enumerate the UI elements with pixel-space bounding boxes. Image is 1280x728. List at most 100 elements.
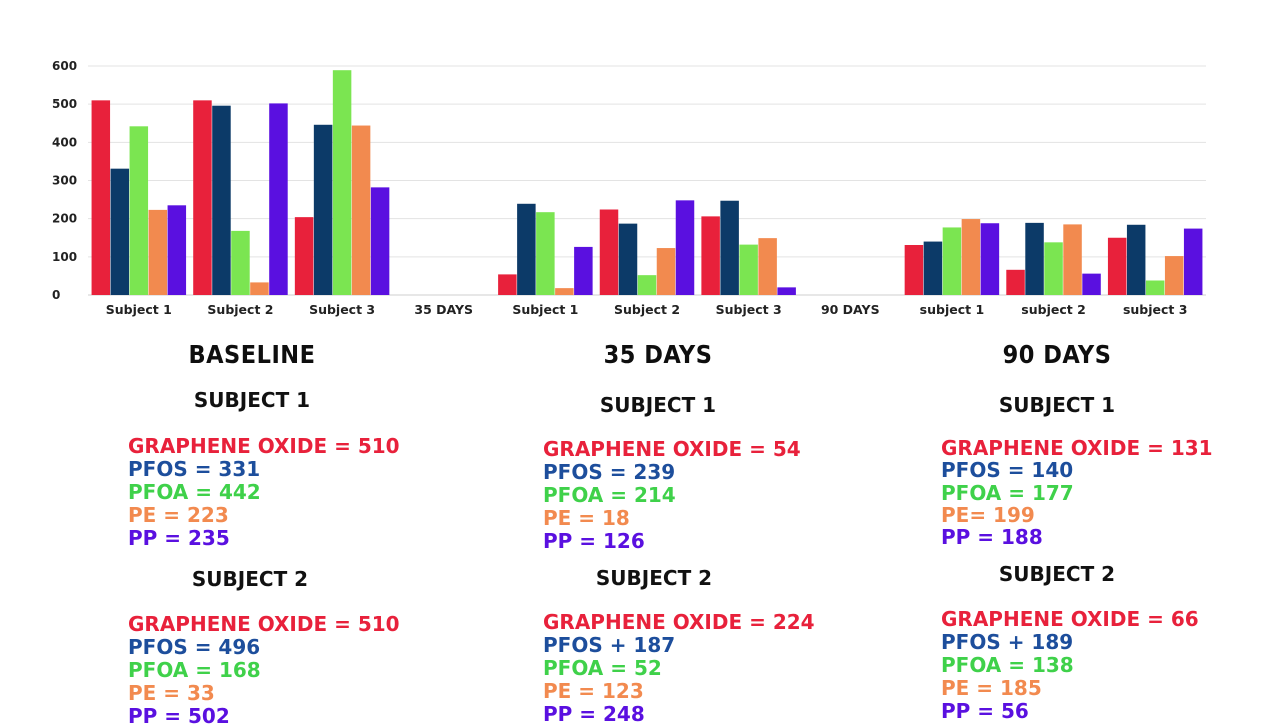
- pfoa-value: PFOA = 442: [128, 480, 261, 504]
- bar: [250, 282, 269, 295]
- x-tick-label: subject 3: [1123, 302, 1187, 317]
- subject-1-title: SUBJECT 1: [193, 388, 311, 412]
- pfoa-value: PFOA = 214: [543, 483, 676, 507]
- x-tick-label: Subject 3: [716, 302, 782, 317]
- bar-chart: 0 100 200 300 400 500 600 Subject 1 Subject 2 Sub…: [52, 59, 1206, 317]
- graphene-oxide-value: GRAPHENE OXIDE = 66: [941, 607, 1199, 631]
- section-title: BASELINE: [188, 340, 316, 369]
- pe-value: PE = 33: [128, 681, 215, 705]
- bar: [231, 230, 250, 295]
- bar: [1044, 242, 1063, 295]
- bar: [1126, 224, 1146, 295]
- bar: [1145, 280, 1165, 295]
- section-title: 35 DAYS: [603, 340, 713, 369]
- x-tick-label: subject 1: [920, 302, 984, 317]
- subject-2-title: SUBJECT 2: [191, 567, 309, 591]
- bar: [370, 187, 390, 295]
- x-tick-label: Subject 1: [106, 302, 172, 317]
- pe-value: PE = 223: [128, 503, 229, 527]
- bar: [637, 275, 657, 295]
- pp-value: PP = 248: [543, 702, 645, 726]
- bar: [739, 244, 758, 295]
- bar: [269, 103, 288, 295]
- section-title: 90 DAYS: [1002, 340, 1112, 369]
- bar: [1164, 256, 1184, 295]
- pfos-value: PFOS = 239: [543, 460, 676, 484]
- bar: [555, 288, 574, 295]
- bar: [167, 205, 187, 295]
- graphene-oxide-value: GRAPHENE OXIDE = 131: [941, 436, 1213, 460]
- pfoa-value: PFOA = 168: [128, 658, 261, 682]
- y-tick-label: 500: [52, 97, 77, 111]
- x-tick-label: Subject 2: [207, 302, 273, 317]
- pp-value: PP = 188: [941, 525, 1043, 549]
- bar: [148, 209, 168, 295]
- pp-value: PP = 502: [128, 704, 230, 728]
- bar: [517, 203, 536, 295]
- bar: [1183, 228, 1203, 295]
- bar: [110, 168, 130, 295]
- graphene-oxide-value: GRAPHENE OXIDE = 224: [543, 610, 815, 634]
- bar: [498, 274, 517, 295]
- bar: [1025, 222, 1044, 295]
- graphene-oxide-value: GRAPHENE OXIDE = 510: [128, 434, 400, 458]
- bar: [961, 219, 981, 295]
- x-tick-label: Subject 2: [614, 302, 680, 317]
- bar: [129, 126, 149, 295]
- x-tick-label: 35 DAYS: [414, 302, 473, 317]
- bar: [980, 223, 1000, 295]
- pe-value: PE = 18: [543, 506, 630, 530]
- pfos-value: PFOS = 331: [128, 457, 261, 481]
- bar: [758, 238, 777, 295]
- pe-value: PE = 185: [941, 676, 1042, 700]
- x-tick-label: 90 DAYS: [821, 302, 880, 317]
- pfoa-value: PFOA = 52: [543, 656, 662, 680]
- pe-value: PE = 123: [543, 679, 644, 703]
- bar: [294, 217, 314, 295]
- bar: [193, 100, 212, 295]
- graphene-oxide-value: GRAPHENE OXIDE = 54: [543, 437, 801, 461]
- bar: [574, 246, 593, 295]
- x-tick-label: Subject 3: [309, 302, 375, 317]
- graphene-oxide-value: GRAPHENE OXIDE = 510: [128, 612, 400, 636]
- bar: [923, 241, 943, 295]
- bar: [777, 287, 796, 295]
- pfos-value: PFOS + 187: [543, 633, 676, 657]
- subject-1-title: SUBJECT 1: [599, 393, 717, 417]
- y-tick-label: 200: [52, 212, 77, 226]
- pp-value: PP = 126: [543, 529, 645, 553]
- bar: [675, 200, 695, 295]
- x-tick-label: Subject 1: [512, 302, 578, 317]
- subject-2-title: SUBJECT 2: [998, 562, 1116, 586]
- pfos-value: PFOS = 496: [128, 635, 261, 659]
- y-tick-label: 300: [52, 174, 77, 188]
- bar: [536, 212, 555, 295]
- bar: [942, 227, 962, 295]
- bar: [332, 70, 352, 295]
- pfoa-value: PFOA = 177: [941, 481, 1074, 505]
- pfos-value: PFOS + 189: [941, 630, 1074, 654]
- subject-2-title: SUBJECT 2: [595, 566, 713, 590]
- bar: [618, 223, 638, 295]
- bar: [212, 105, 231, 296]
- y-tick-label: 0: [52, 288, 60, 302]
- bar: [720, 200, 739, 295]
- subject-1-title: SUBJECT 1: [998, 393, 1116, 417]
- pfos-value: PFOS = 140: [941, 458, 1074, 482]
- bar: [1107, 237, 1127, 295]
- bar: [701, 216, 720, 295]
- bar: [599, 209, 619, 295]
- pe-value: PE= 199: [941, 503, 1035, 527]
- bar: [313, 124, 333, 295]
- bar: [91, 100, 111, 295]
- x-tick-label: subject 2: [1021, 302, 1085, 317]
- bar: [656, 248, 676, 295]
- bar: [1063, 224, 1082, 295]
- y-tick-label: 100: [52, 250, 77, 264]
- bar: [1082, 273, 1101, 295]
- bar: [1006, 269, 1025, 295]
- pfoa-value: PFOA = 138: [941, 653, 1074, 677]
- y-tick-label: 400: [52, 135, 77, 149]
- bar: [351, 125, 371, 295]
- bar: [904, 245, 924, 295]
